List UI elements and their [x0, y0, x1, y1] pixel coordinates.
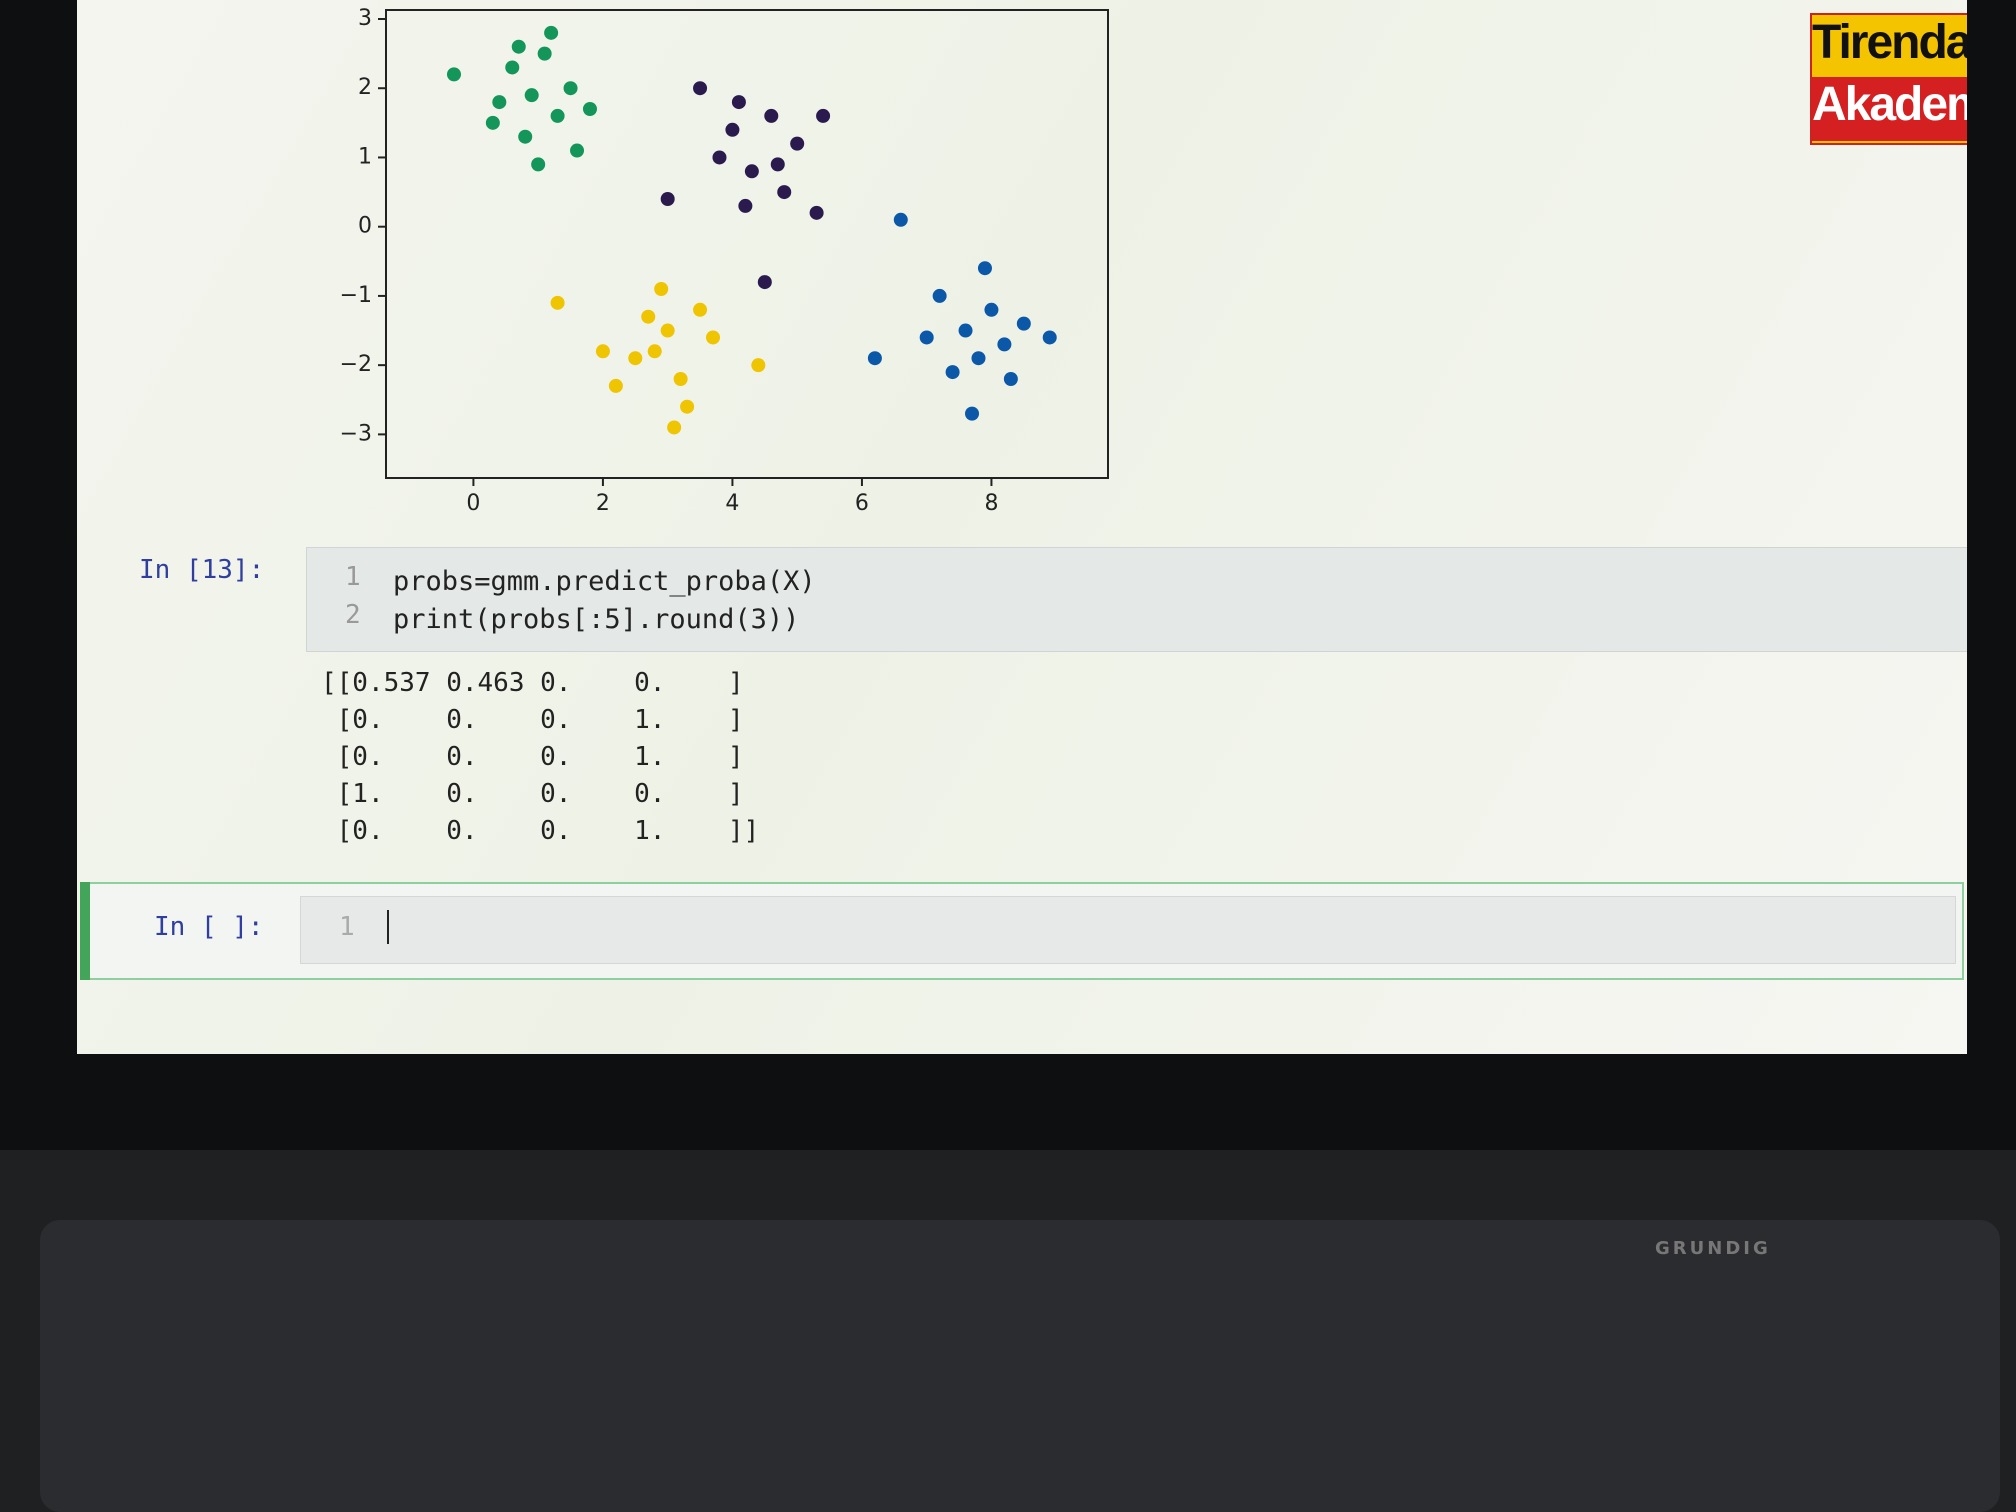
line-number: 1	[339, 912, 355, 942]
point	[680, 399, 695, 414]
point	[764, 108, 779, 123]
point	[582, 102, 597, 116]
point	[706, 330, 721, 345]
y-tick-label: −3	[340, 421, 372, 446]
point	[816, 108, 831, 123]
line-number: 1	[345, 562, 361, 592]
point	[628, 351, 643, 366]
point	[757, 275, 772, 290]
point	[673, 372, 688, 386]
point	[893, 212, 908, 227]
point	[608, 378, 623, 393]
point	[544, 25, 559, 40]
point	[777, 185, 792, 200]
point	[518, 129, 533, 144]
scatter-plot: 0 2 4 6 8 3 2 1 0 −1 −2 −3	[340, 6, 1109, 516]
point	[744, 164, 759, 179]
point	[1042, 330, 1057, 345]
x-tick-label: 2	[596, 491, 610, 516]
point	[654, 282, 669, 296]
point	[550, 295, 565, 310]
point	[945, 365, 960, 380]
y-tick-label: 3	[358, 6, 372, 31]
y-tick-label: 2	[358, 75, 372, 100]
point	[932, 288, 947, 303]
x-tick-label: 0	[466, 491, 480, 516]
code-cell	[306, 547, 1967, 652]
point	[537, 46, 552, 61]
y-tick-label: −1	[340, 283, 372, 308]
point	[660, 323, 675, 338]
point	[485, 115, 500, 130]
point	[492, 95, 507, 110]
point	[524, 88, 539, 103]
output: [[0.537 0.463 0. 0. ] [0. 0. 0. 1. ] [0.…	[321, 668, 759, 853]
point	[919, 330, 934, 345]
output-line: [0. 0. 0. 1. ]	[321, 742, 744, 772]
logo-text: Akademi	[1812, 77, 1967, 141]
y-tick-label: 0	[358, 214, 372, 239]
prompt: In [13]:	[139, 555, 265, 585]
point	[1016, 316, 1031, 331]
keyboard	[40, 1220, 2000, 1512]
point	[867, 351, 882, 366]
point	[725, 122, 740, 137]
output-line: [0. 0. 0. 1. ]]	[321, 816, 760, 846]
point	[667, 420, 682, 435]
point	[550, 108, 565, 123]
brand: GRUNDIG	[1655, 1238, 1771, 1259]
cursor	[387, 910, 389, 944]
point	[505, 60, 520, 75]
y-tick-label: 1	[358, 144, 372, 169]
point	[693, 302, 708, 317]
prompt: In [ ]:	[154, 912, 264, 942]
point	[809, 205, 824, 220]
screen: 0 2 4 6 8 3 2 1 0 −1 −2 −3 In [13]: 1 2 probs=gmm.p…	[77, 0, 1967, 1054]
point	[958, 323, 973, 338]
point	[965, 406, 980, 421]
code-input[interactable]	[300, 896, 1956, 964]
point	[511, 39, 526, 54]
point	[570, 143, 585, 158]
point	[531, 157, 546, 172]
point	[790, 136, 805, 151]
code-line: probs=gmm.predict_proba(X)	[393, 566, 816, 597]
output-line: [[0.537 0.463 0. 0. ]	[321, 668, 744, 698]
point	[712, 150, 727, 165]
point	[984, 302, 999, 317]
output-line: [1. 0. 0. 0. ]	[321, 779, 744, 809]
logo: Tirendaz Akademi	[1810, 13, 1967, 145]
point	[770, 157, 785, 172]
point	[446, 67, 461, 82]
point	[693, 81, 708, 96]
point	[971, 351, 986, 366]
point	[563, 81, 578, 96]
code-line: print(probs[:5].round(3))	[393, 604, 800, 635]
point	[595, 344, 610, 359]
x-tick-label: 4	[725, 491, 739, 516]
point	[738, 198, 753, 213]
output-line: [0. 0. 0. 1. ]	[321, 705, 744, 735]
logo-text: Tirendaz	[1812, 16, 1967, 69]
point	[660, 192, 675, 206]
point	[977, 261, 992, 276]
line-number: 2	[345, 600, 361, 630]
axes-frame	[385, 9, 1109, 479]
x-tick-label: 8	[984, 491, 998, 516]
point	[647, 344, 662, 359]
point	[1003, 372, 1018, 386]
cell-selector	[80, 882, 90, 980]
y-tick-label: −2	[340, 352, 372, 377]
point	[731, 95, 746, 110]
point	[751, 358, 766, 373]
point	[997, 337, 1012, 352]
point	[641, 309, 656, 324]
x-tick-label: 6	[855, 491, 869, 516]
